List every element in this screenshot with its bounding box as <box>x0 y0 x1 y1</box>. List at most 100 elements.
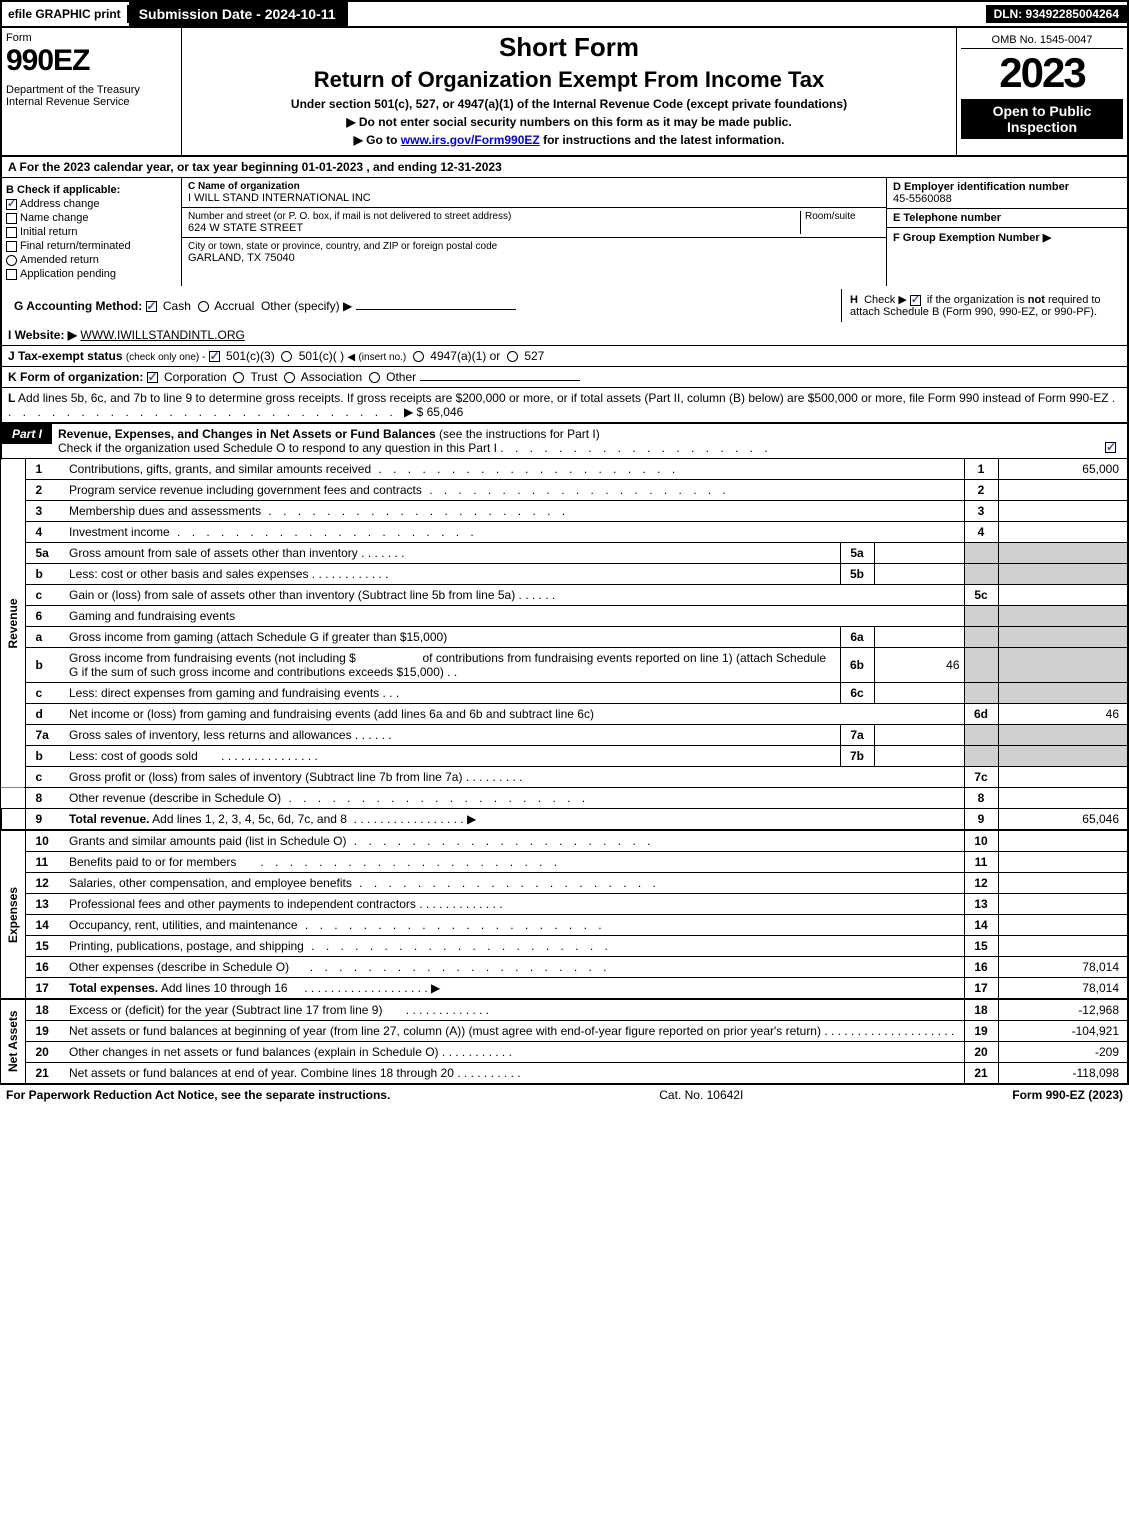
other-specify: Other (specify) ▶ <box>261 299 352 313</box>
accrual-radio[interactable] <box>198 301 209 312</box>
expenses-side-label: Expenses <box>1 830 25 999</box>
line-4: 4 Investment income 4 <box>1 522 1128 543</box>
tax-year: 2023 <box>961 49 1123 97</box>
line-8: 8 Other revenue (describe in Schedule O)… <box>1 788 1128 809</box>
line-6: 6 Gaming and fundraising events <box>1 606 1128 627</box>
501c-radio[interactable] <box>281 351 292 362</box>
line-19-value: -104,921 <box>998 1021 1128 1042</box>
line-9: 9 Total revenue. Add lines 1, 2, 3, 4, 5… <box>1 809 1128 831</box>
top-bar: efile GRAPHIC print Submission Date - 20… <box>0 0 1129 28</box>
l-value: ▶ $ 65,046 <box>404 405 463 419</box>
dept-label: Department of the Treasury Internal Reve… <box>6 84 177 108</box>
section-def: D Employer identification number 45-5560… <box>887 178 1127 286</box>
section-d: D Employer identification number 45-5560… <box>887 178 1127 209</box>
line-6b-value: 46 <box>874 648 964 683</box>
form-header: Form 990EZ Department of the Treasury In… <box>0 28 1129 157</box>
line-6d-value: 46 <box>998 704 1128 725</box>
section-h: H Check ▶ if the organization is not req… <box>841 289 1121 322</box>
section-g-h: G Accounting Method: Cash Accrual Other … <box>0 286 1129 325</box>
chk-final-return[interactable]: Final return/terminated <box>6 240 177 252</box>
chk-application-pending[interactable]: Application pending <box>6 268 177 280</box>
chk-initial-return[interactable]: Initial return <box>6 226 177 238</box>
revenue-side-label: Revenue <box>1 459 25 788</box>
line-6b: b Gross income from fundraising events (… <box>1 648 1128 683</box>
line-6d: d Net income or (loss) from gaming and f… <box>1 704 1128 725</box>
4947-radio[interactable] <box>413 351 424 362</box>
part1-title: Revenue, Expenses, and Changes in Net As… <box>58 427 436 441</box>
city-row: City or town, state or province, country… <box>182 238 886 267</box>
line-21: 21 Net assets or fund balances at end of… <box>1 1063 1128 1085</box>
checkbox-icon <box>6 199 17 210</box>
line-21-value: -118,098 <box>998 1063 1128 1085</box>
line-17-value: 78,014 <box>998 978 1128 1000</box>
h-text: Check ▶ if the organization is not requi… <box>850 294 1101 318</box>
section-k: K Form of organization: Corporation Trus… <box>0 367 1129 388</box>
netassets-side-label: Net Assets <box>1 999 25 1084</box>
corp-checkbox[interactable] <box>147 372 158 383</box>
form-ref: Form 990-EZ (2023) <box>1012 1088 1123 1102</box>
radio-icon <box>6 255 17 266</box>
part1-note: (see the instructions for Part I) <box>439 427 600 441</box>
527-radio[interactable] <box>507 351 518 362</box>
line-16-value: 78,014 <box>998 957 1128 978</box>
line-5c: c Gain or (loss) from sale of assets oth… <box>1 585 1128 606</box>
line-17: 17 Total expenses. Add lines 10 through … <box>1 978 1128 1000</box>
line-20-value: -209 <box>998 1042 1128 1063</box>
subtitle: Under section 501(c), 527, or 4947(a)(1)… <box>190 97 948 111</box>
line-16: 16 Other expenses (describe in Schedule … <box>1 957 1128 978</box>
street-address: 624 W STATE STREET <box>188 222 800 234</box>
line-3: 3 Membership dues and assessments 3 <box>1 501 1128 522</box>
line-5a: 5a Gross amount from sale of assets othe… <box>1 543 1128 564</box>
h-checkbox[interactable] <box>910 295 921 306</box>
line-7b: b Less: cost of goods sold . . . . . . .… <box>1 746 1128 767</box>
goto-pre: ▶ Go to <box>354 133 401 147</box>
chk-name-change[interactable]: Name change <box>6 212 177 224</box>
chk-address-change[interactable]: Address change <box>6 198 177 210</box>
org-name: I WILL STAND INTERNATIONAL INC <box>188 192 880 204</box>
l-text: Add lines 5b, 6c, and 7b to line 9 to de… <box>18 391 1109 405</box>
section-j: J Tax-exempt status (check only one) - 5… <box>0 346 1129 367</box>
irs-link[interactable]: www.irs.gov/Form990EZ <box>401 133 540 147</box>
line-7c: c Gross profit or (loss) from sales of i… <box>1 767 1128 788</box>
part1-label: Part I <box>2 424 52 444</box>
h-label: H <box>850 294 858 306</box>
paperwork-notice: For Paperwork Reduction Act Notice, see … <box>6 1088 390 1102</box>
l-label: L <box>8 391 15 405</box>
chk-amended-return[interactable]: Amended return <box>6 254 177 266</box>
cash-checkbox[interactable] <box>146 301 157 312</box>
goto-post: for instructions and the latest informat… <box>540 133 785 147</box>
part1-header-row: Part I Revenue, Expenses, and Changes in… <box>0 424 1129 459</box>
revenue-table: Revenue 1 Contributions, gifts, grants, … <box>0 459 1129 1085</box>
k-label: K Form of organization: <box>8 370 143 384</box>
checkbox-icon <box>6 269 17 280</box>
section-c: C Name of organization I WILL STAND INTE… <box>182 178 887 286</box>
section-a: A For the 2023 calendar year, or tax yea… <box>0 157 1129 178</box>
open-public-badge: Open to Public Inspection <box>961 99 1123 139</box>
section-b: B Check if applicable: Address change Na… <box>2 178 182 286</box>
part1-check-note: Check if the organization used Schedule … <box>58 441 497 455</box>
return-title: Return of Organization Exempt From Incom… <box>190 67 948 93</box>
org-name-row: C Name of organization I WILL STAND INTE… <box>182 178 886 208</box>
omb-number: OMB No. 1545-0047 <box>961 32 1123 49</box>
dln-number: DLN: 93492285004264 <box>986 5 1127 23</box>
line-9-value: 65,046 <box>998 809 1128 831</box>
501c3-checkbox[interactable] <box>209 351 220 362</box>
note-nossn: ▶ Do not enter social security numbers o… <box>190 115 948 129</box>
c-name-label: C Name of organization <box>188 181 880 192</box>
schedule-o-checkbox[interactable] <box>1105 442 1116 453</box>
website-value[interactable]: WWW.IWILLSTANDINTL.ORG <box>80 328 244 342</box>
street-label: Number and street (or P. O. box, if mail… <box>188 211 800 222</box>
trust-radio[interactable] <box>233 372 244 383</box>
other-radio[interactable] <box>369 372 380 383</box>
line-20: 20 Other changes in net assets or fund b… <box>1 1042 1128 1063</box>
efile-label[interactable]: efile GRAPHIC print <box>2 5 129 23</box>
line-11: 11 Benefits paid to or for members 11 <box>1 852 1128 873</box>
line-2: 2 Program service revenue including gove… <box>1 480 1128 501</box>
assoc-radio[interactable] <box>284 372 295 383</box>
f-label: F Group Exemption Number ▶ <box>893 231 1121 244</box>
checkbox-icon <box>6 227 17 238</box>
section-l: L Add lines 5b, 6c, and 7b to line 9 to … <box>0 388 1129 424</box>
line-14: 14 Occupancy, rent, utilities, and maint… <box>1 915 1128 936</box>
checkbox-icon <box>6 213 17 224</box>
footer: For Paperwork Reduction Act Notice, see … <box>0 1085 1129 1105</box>
